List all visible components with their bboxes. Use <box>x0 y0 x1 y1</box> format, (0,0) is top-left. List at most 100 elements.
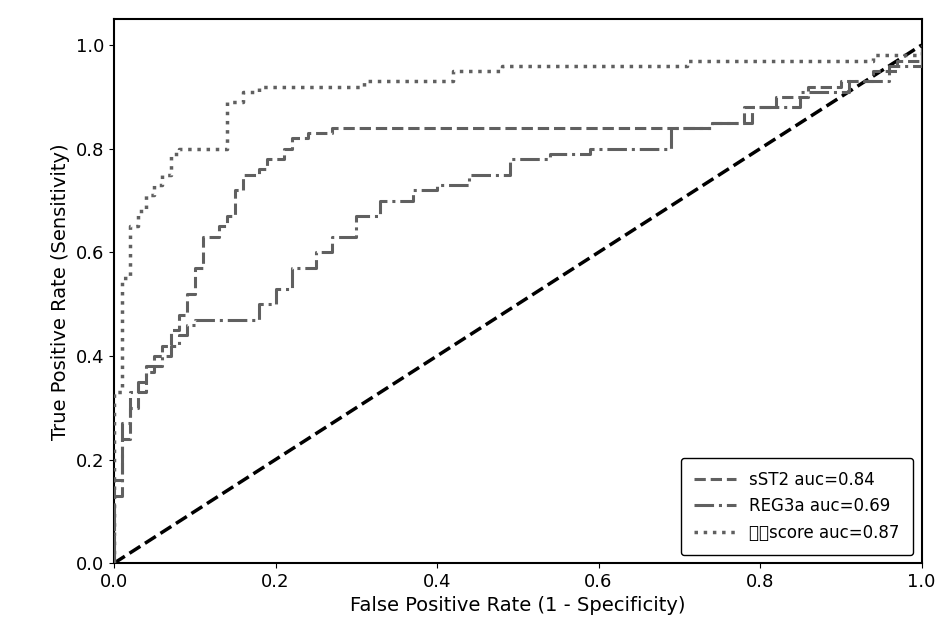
REG3a auc=0.69 <box>706 119 717 127</box>
模型score auc=0.87 <box>681 57 693 65</box>
sST2 auc=0.84 <box>431 124 443 132</box>
sST2 auc=0.84 <box>867 67 879 75</box>
sST2 auc=0.84 <box>536 124 547 132</box>
模型score auc=0.87 <box>327 83 338 90</box>
REG3a auc=0.69 <box>794 88 806 95</box>
sST2 auc=0.84 <box>327 124 338 132</box>
模型score auc=0.87 <box>221 99 233 106</box>
REG3a auc=0.69 <box>180 321 192 329</box>
sST2 auc=0.84 <box>238 171 249 179</box>
模型score auc=0.87 <box>116 321 127 329</box>
sST2 auc=0.84 <box>221 212 233 220</box>
REG3a auc=0.69 <box>665 124 676 132</box>
sST2 auc=0.84 <box>738 104 750 111</box>
REG3a auc=0.69 <box>124 404 136 412</box>
REG3a auc=0.69 <box>108 559 120 567</box>
sST2 auc=0.84 <box>770 93 782 100</box>
sST2 auc=0.84 <box>496 124 507 132</box>
REG3a auc=0.69 <box>238 316 249 324</box>
模型score auc=0.87 <box>141 191 152 199</box>
模型score auc=0.87 <box>116 352 127 360</box>
模型score auc=0.87 <box>124 223 136 230</box>
模型score auc=0.87 <box>277 83 289 90</box>
Legend: sST2 auc=0.84, REG3a auc=0.69, 模型score auc=0.87: sST2 auc=0.84, REG3a auc=0.69, 模型score a… <box>681 458 913 555</box>
sST2 auc=0.84 <box>108 476 120 484</box>
sST2 auc=0.84 <box>674 124 685 132</box>
REG3a auc=0.69 <box>189 316 200 324</box>
模型score auc=0.87 <box>108 508 120 515</box>
REG3a auc=0.69 <box>205 316 217 324</box>
REG3a auc=0.69 <box>916 41 927 49</box>
Line: sST2 auc=0.84: sST2 auc=0.84 <box>114 45 922 563</box>
sST2 auc=0.84 <box>148 352 160 360</box>
sST2 auc=0.84 <box>464 124 475 132</box>
sST2 auc=0.84 <box>124 404 136 412</box>
REG3a auc=0.69 <box>844 77 855 85</box>
sST2 auc=0.84 <box>180 290 192 298</box>
sST2 auc=0.84 <box>803 83 814 90</box>
sST2 auc=0.84 <box>141 362 152 370</box>
REG3a auc=0.69 <box>407 186 418 194</box>
sST2 auc=0.84 <box>302 129 314 137</box>
REG3a auc=0.69 <box>544 150 556 157</box>
REG3a auc=0.69 <box>431 181 443 189</box>
REG3a auc=0.69 <box>165 342 177 349</box>
sST2 auc=0.84 <box>374 124 386 132</box>
sST2 auc=0.84 <box>706 119 717 127</box>
模型score auc=0.87 <box>496 62 507 70</box>
模型score auc=0.87 <box>173 145 184 152</box>
sST2 auc=0.84 <box>116 456 127 463</box>
sST2 auc=0.84 <box>351 124 362 132</box>
REG3a auc=0.69 <box>173 332 184 339</box>
REG3a auc=0.69 <box>254 300 265 308</box>
sST2 auc=0.84 <box>407 124 418 132</box>
sST2 auc=0.84 <box>230 186 241 194</box>
REG3a auc=0.69 <box>286 264 297 272</box>
REG3a auc=0.69 <box>270 285 281 292</box>
模型score auc=0.87 <box>618 62 629 70</box>
sST2 auc=0.84 <box>310 129 321 137</box>
REG3a auc=0.69 <box>221 316 233 324</box>
REG3a auc=0.69 <box>198 316 209 324</box>
模型score auc=0.87 <box>747 57 758 65</box>
REG3a auc=0.69 <box>351 212 362 220</box>
REG3a auc=0.69 <box>157 352 168 360</box>
REG3a auc=0.69 <box>116 419 127 427</box>
模型score auc=0.87 <box>205 145 217 152</box>
sST2 auc=0.84 <box>108 497 120 505</box>
Line: REG3a auc=0.69: REG3a auc=0.69 <box>114 45 922 563</box>
sST2 auc=0.84 <box>641 124 653 132</box>
模型score auc=0.87 <box>447 67 459 75</box>
sST2 auc=0.84 <box>609 124 620 132</box>
模型score auc=0.87 <box>124 248 136 256</box>
sST2 auc=0.84 <box>891 57 902 65</box>
模型score auc=0.87 <box>916 41 927 49</box>
REG3a auc=0.69 <box>504 156 515 163</box>
模型score auc=0.87 <box>108 559 120 567</box>
模型score auc=0.87 <box>810 57 822 65</box>
模型score auc=0.87 <box>189 145 200 152</box>
模型score auc=0.87 <box>358 77 370 85</box>
sST2 auc=0.84 <box>262 156 274 163</box>
REG3a auc=0.69 <box>584 145 597 152</box>
模型score auc=0.87 <box>132 207 144 215</box>
模型score auc=0.87 <box>867 52 879 60</box>
REG3a auc=0.69 <box>747 104 758 111</box>
模型score auc=0.87 <box>553 62 564 70</box>
REG3a auc=0.69 <box>141 367 152 375</box>
sST2 auc=0.84 <box>198 233 209 241</box>
模型score auc=0.87 <box>165 150 177 157</box>
X-axis label: False Positive Rate (1 - Specificity): False Positive Rate (1 - Specificity) <box>350 596 686 616</box>
REG3a auc=0.69 <box>374 196 386 204</box>
模型score auc=0.87 <box>148 181 160 189</box>
REG3a auc=0.69 <box>310 248 321 256</box>
sST2 auc=0.84 <box>108 559 120 567</box>
模型score auc=0.87 <box>238 88 249 95</box>
模型score auc=0.87 <box>108 445 120 453</box>
REG3a auc=0.69 <box>884 62 895 70</box>
sST2 auc=0.84 <box>132 388 144 396</box>
sST2 auc=0.84 <box>165 326 177 334</box>
sST2 auc=0.84 <box>286 134 297 142</box>
sST2 auc=0.84 <box>173 310 184 318</box>
模型score auc=0.87 <box>302 83 314 90</box>
